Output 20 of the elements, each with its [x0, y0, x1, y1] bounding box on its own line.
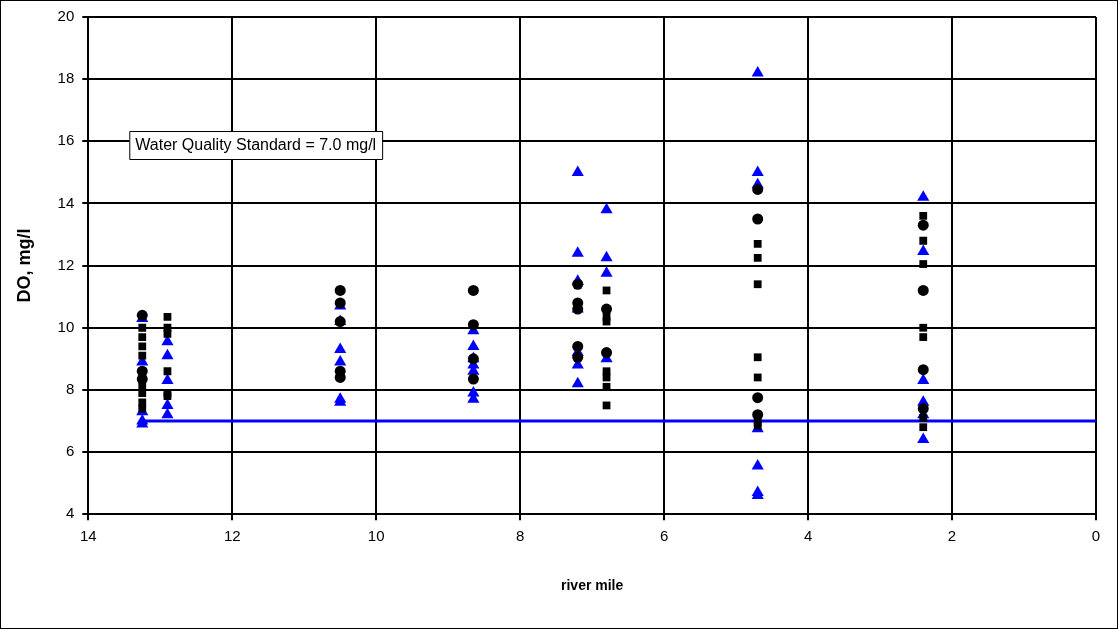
- y-tick-label: 12: [57, 255, 75, 273]
- y-tick-label: 4: [65, 504, 75, 522]
- y-tick-label: 6: [65, 442, 75, 460]
- x-tick-label: 2: [947, 527, 957, 545]
- x-tick-label: 12: [223, 527, 241, 545]
- x-tick-label: 10: [367, 527, 385, 545]
- x-tick-label: 0: [1091, 527, 1101, 545]
- annotation: Water Quality Standard = 7.0 mg/l: [135, 136, 377, 154]
- y-tick-label: 20: [57, 7, 75, 25]
- x-tick-label: 14: [79, 527, 97, 545]
- y-tick-label: 16: [57, 131, 75, 149]
- x-tick-label: 8: [515, 527, 525, 545]
- y-tick-label: 14: [57, 193, 75, 211]
- x-tick-label: 4: [803, 527, 813, 545]
- y-tick-label: 8: [65, 380, 75, 398]
- x-tick-label: 6: [659, 527, 669, 545]
- x-axis-title: river mile: [561, 577, 624, 594]
- y-axis-title: DO, mg/l: [13, 228, 34, 303]
- y-tick-label: 18: [57, 69, 75, 87]
- y-tick-label: 10: [57, 317, 75, 335]
